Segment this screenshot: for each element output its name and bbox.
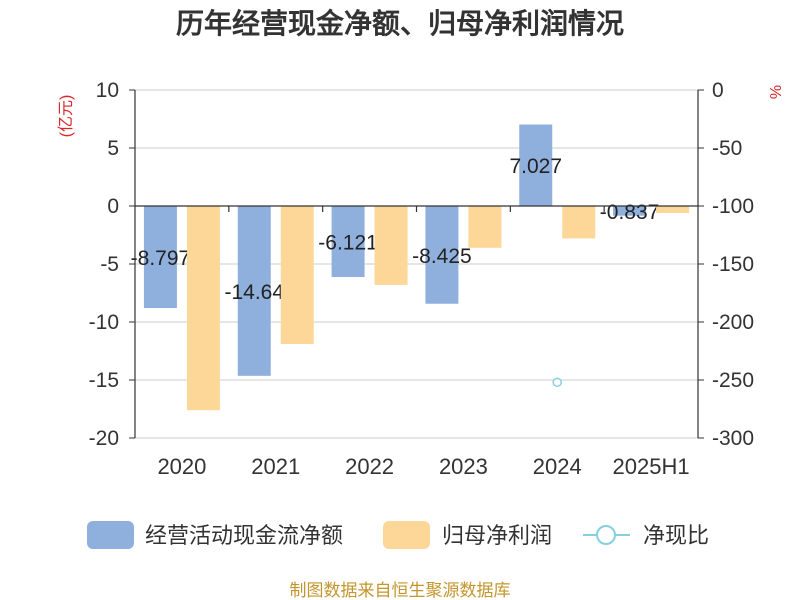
legend-item-net-profit: 归母净利润 [383, 521, 552, 549]
net-profit-bar [562, 206, 596, 239]
x-axis-tick-label: 2020 [157, 454, 206, 479]
cash-flow-bar [519, 124, 553, 206]
left-axis-tick-label: -15 [89, 369, 119, 392]
grid-lines [135, 89, 698, 439]
series-ratio-line [552, 377, 562, 388]
cash-flow-bar [331, 206, 365, 278]
legend: 经营活动现金流净额 归母净利润 净现比 [87, 521, 709, 549]
right-axis-tick-label: -300 [712, 427, 754, 450]
cash-flow-data-label: -8.797 [131, 247, 191, 270]
net-profit-bar [280, 206, 314, 345]
right-axis-tick-label: 0 [712, 79, 724, 102]
cash-flow-data-label: -0.837 [600, 201, 660, 224]
right-axis-tick-label: -150 [712, 253, 754, 276]
left-axis-tick-label: -10 [89, 311, 119, 334]
cash-flow-bar [143, 206, 177, 309]
right-axis: 0 -50 -100 -150 -200 -250 -300 [698, 79, 754, 450]
left-axis-tick-label: -5 [100, 253, 119, 276]
axis-lines [134, 90, 699, 438]
legend-label-net-profit: 归母净利润 [442, 523, 552, 548]
x-axis-tick-label: 2025H1 [613, 454, 690, 479]
net-profit-bar [468, 206, 502, 248]
plot-area: 1050-5-10-15-200-50-100-150-200-250-3002… [89, 79, 754, 479]
right-axis-unit-label: % [768, 85, 785, 99]
cash-flow-data-label: 7.027 [509, 155, 562, 178]
left-axis-tick-label: 10 [96, 79, 119, 102]
right-axis-tick-label: -250 [712, 369, 754, 392]
net-profit-bar [186, 206, 220, 411]
cash-flow-data-label: -8.425 [412, 245, 472, 268]
x-axis-labels: 2020 2021 2022 2023 2024 2025H1 [157, 454, 689, 479]
legend-swatch-ratio-marker [596, 525, 616, 545]
left-axis-unit-label: (亿元) [57, 95, 75, 138]
net-profit-bar [656, 206, 690, 213]
x-axis-tick-label: 2022 [345, 454, 394, 479]
left-axis-tick-label: 0 [107, 195, 119, 218]
right-axis-tick-label: -100 [712, 195, 754, 218]
legend-label-cash-flow: 经营活动现金流净额 [145, 523, 343, 548]
left-axis-tick-label: -20 [89, 427, 119, 450]
legend-item-cash-flow: 经营活动现金流净额 [87, 521, 343, 549]
cash-flow-data-labels: -8.797 -14.64 -6.121 -8.425 7.027 -0.837 [131, 155, 660, 304]
cash-flow-data-label: -6.121 [318, 232, 378, 255]
cash-flow-bar [425, 206, 459, 304]
right-axis-tick-label: -200 [712, 311, 754, 334]
legend-swatch-net-profit [383, 521, 430, 549]
right-axis-tick-label: -50 [712, 137, 742, 160]
net-profit-bar [374, 206, 408, 285]
chart-title: 历年经营现金净额、归母净利润情况 [176, 7, 624, 39]
series-net-profit-bars [186, 206, 690, 411]
x-axis-tick-label: 2023 [439, 454, 488, 479]
x-axis-tick-label: 2024 [533, 454, 582, 479]
left-axis: 10 5 0 -5 -10 -15 -20 [89, 79, 135, 450]
cash-flow-bar [613, 206, 647, 216]
ratio-point [552, 377, 562, 388]
legend-label-ratio: 净现比 [643, 523, 709, 548]
cash-flow-bar [237, 206, 271, 376]
series-cash-flow-bars [143, 124, 647, 376]
legend-swatch-cash-flow [87, 521, 134, 549]
source-footer: 制图数据来自恒生聚源数据库 [290, 581, 511, 600]
legend-item-ratio: 净现比 [583, 523, 709, 548]
cash-flow-data-label: -14.64 [224, 281, 284, 304]
x-axis-tick-label: 2021 [251, 454, 300, 479]
left-axis-tick-label: 5 [107, 137, 119, 160]
